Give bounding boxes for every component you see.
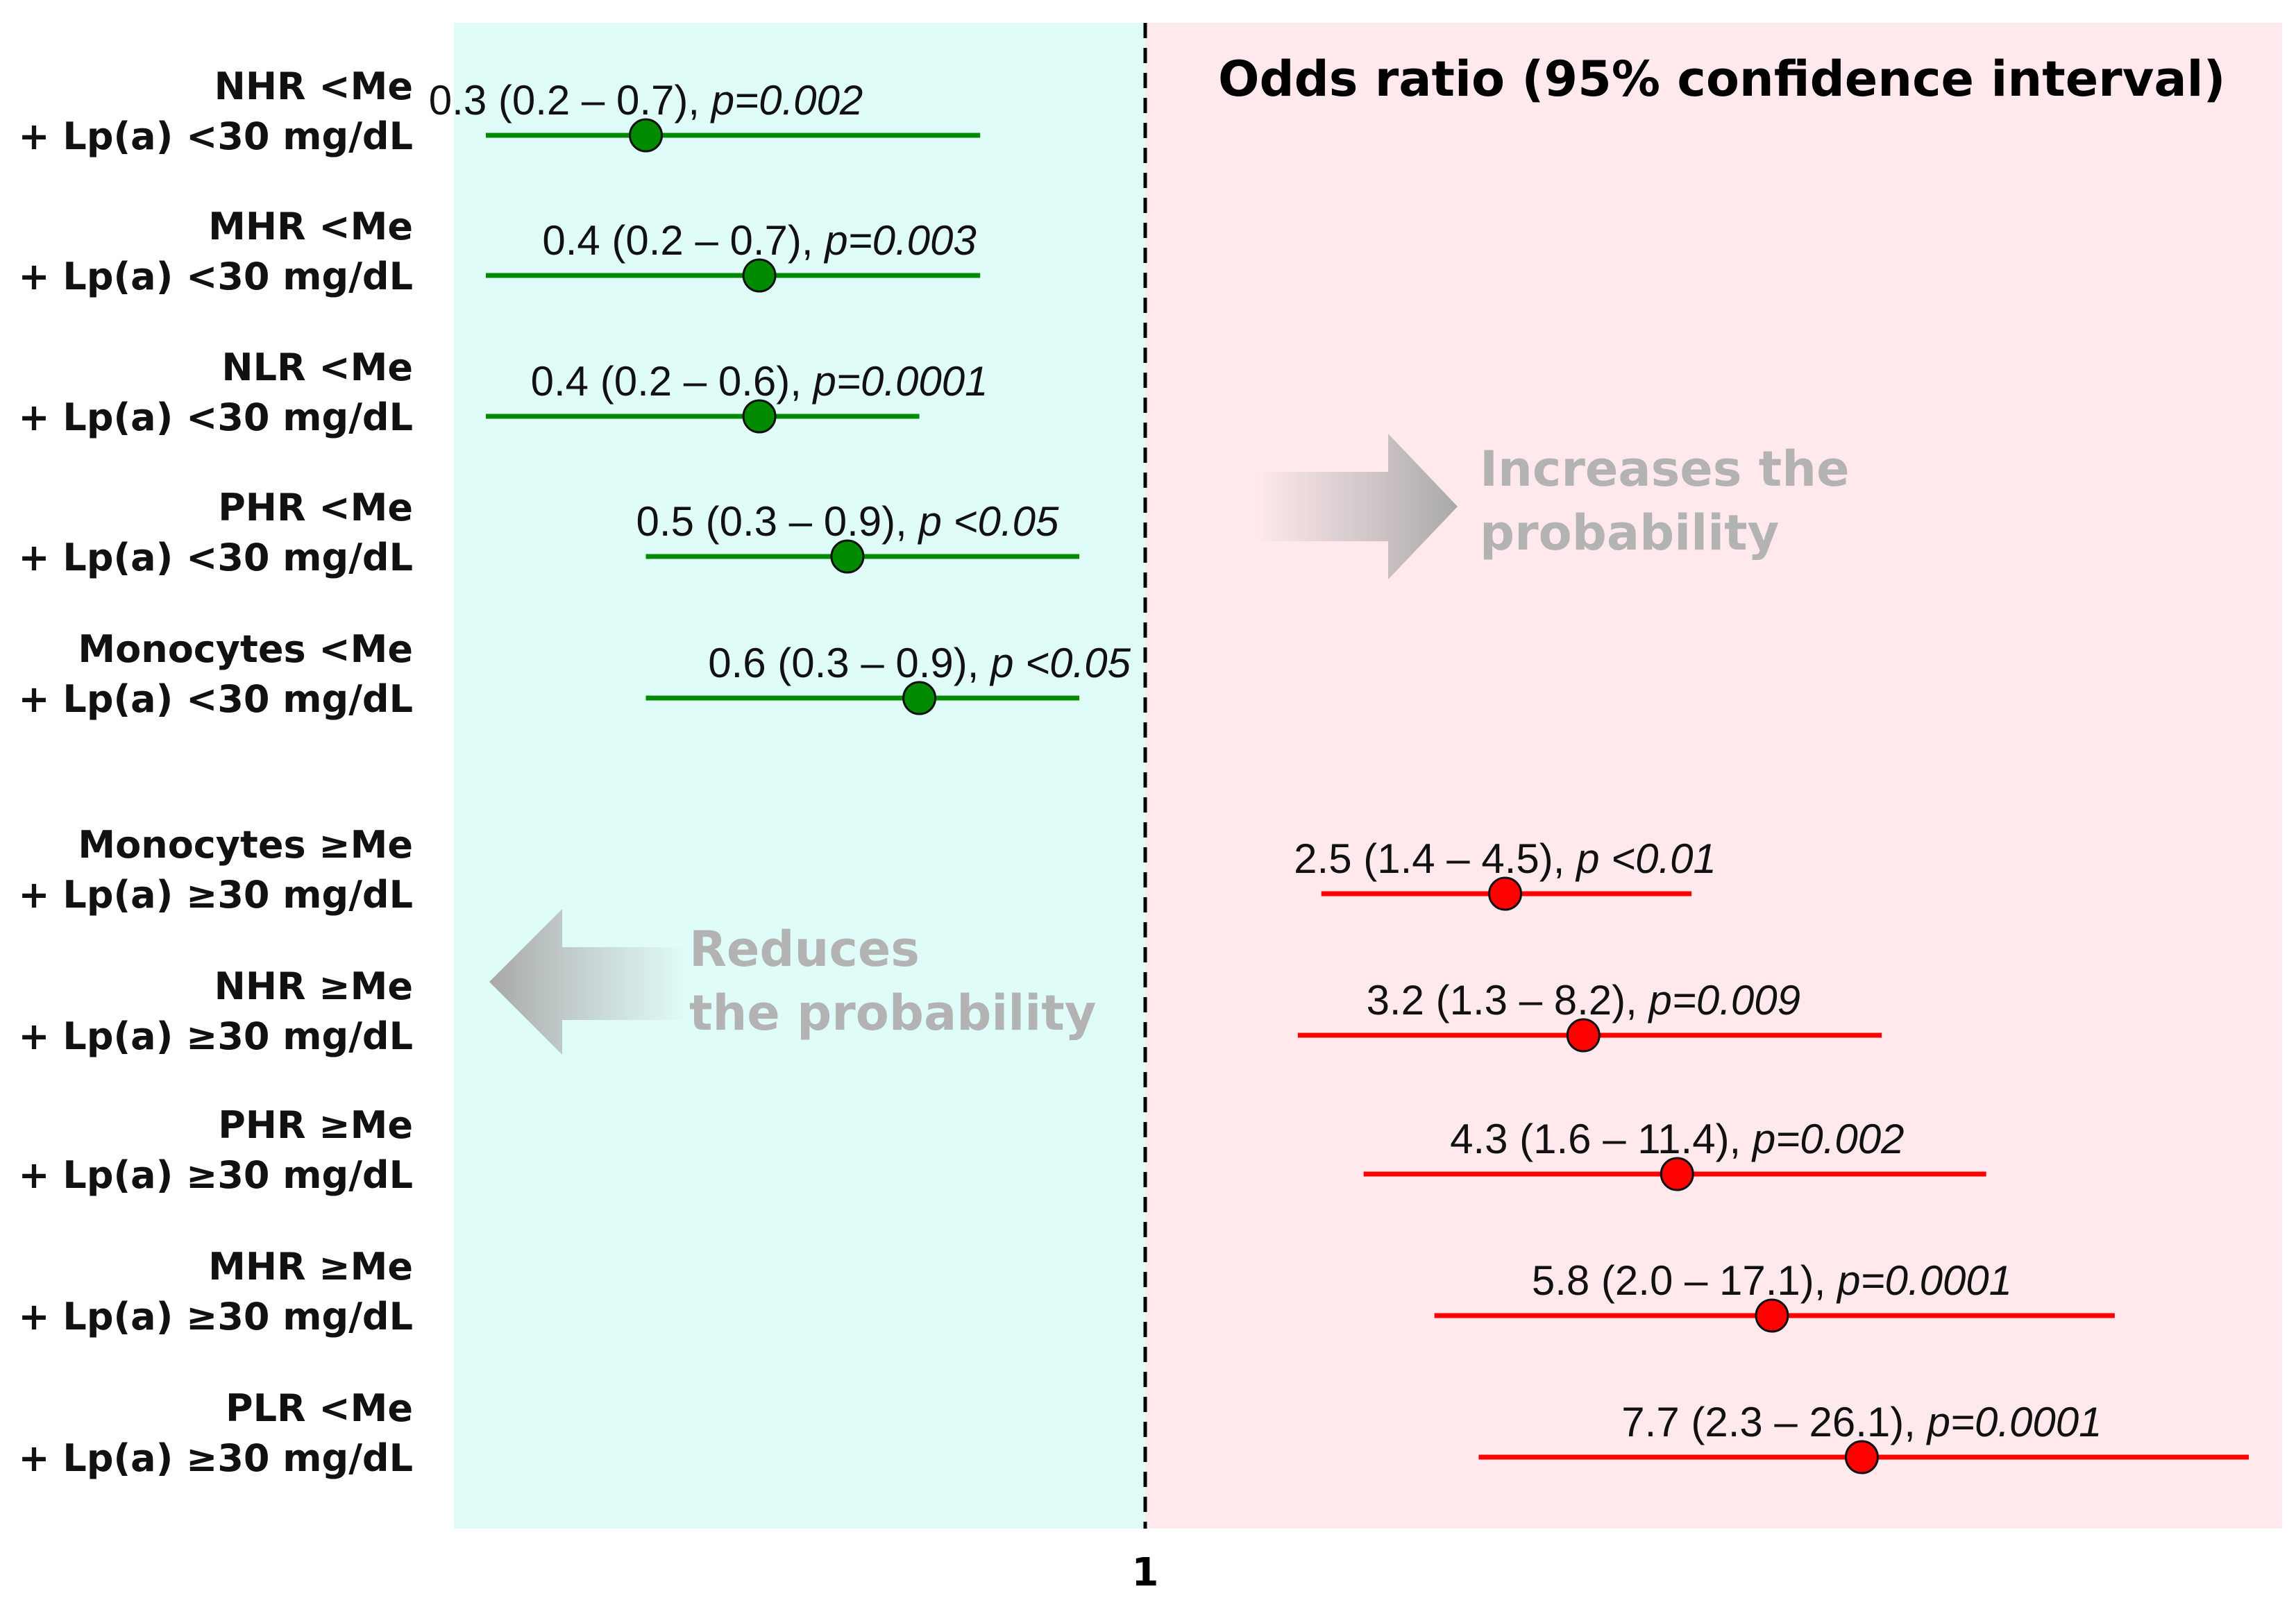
- point-estimate-marker: [902, 681, 937, 715]
- ci-estimate-text: 0.3 (0.2 – 0.7),: [429, 77, 711, 124]
- point-estimate-marker: [1844, 1440, 1879, 1474]
- ci-value-label: 2.5 (1.4 – 4.5), p <0.01: [1294, 835, 1716, 882]
- point-estimate-marker: [742, 399, 777, 434]
- p-value-text: p=0.0001: [812, 358, 988, 405]
- ci-value-label: 0.4 (0.2 – 0.7), p=0.003: [542, 217, 976, 264]
- row-label-line2: + Lp(a) <30 mg/dL: [18, 255, 413, 298]
- forest-row: Monocytes ≥Me + Lp(a) ≥30 mg/dL 2.5 (1.4 –…: [18, 823, 1716, 917]
- forest-row: MHR <Me + Lp(a) <30 mg/dL 0.4 (0.2 – 0.7),…: [18, 205, 981, 298]
- ci-value-label: 7.7 (2.3 – 26.1), p=0.0001: [1621, 1399, 2102, 1445]
- forest-row: MHR ≥Me + Lp(a) ≥30 mg/dL 5.8 (2.0 – 17.1)…: [18, 1245, 2115, 1338]
- increases-hint-line2: probability: [1480, 504, 1779, 561]
- forest-row: Monocytes <Me + Lp(a) <30 mg/dL 0.6 (0.3 –…: [18, 627, 1131, 721]
- row-label-line2: + Lp(a) <30 mg/dL: [18, 114, 413, 158]
- p-value-text: p=0.003: [823, 217, 977, 264]
- row-label-line2: + Lp(a) <30 mg/dL: [18, 396, 413, 439]
- ci-estimate-text: 4.3 (1.6 – 11.4),: [1450, 1116, 1753, 1162]
- row-label-line2: + Lp(a) <30 mg/dL: [18, 677, 413, 721]
- row-label-line1: NHR <Me: [214, 65, 413, 108]
- reference-tick-label: 1: [1132, 1550, 1159, 1595]
- row-label-line1: Monocytes <Me: [78, 627, 413, 671]
- row-label-line2: + Lp(a) ≥30 mg/dL: [18, 873, 413, 917]
- p-value-text: p=0.0001: [1836, 1257, 2012, 1304]
- forest-row: NHR ≥Me + Lp(a) ≥30 mg/dL 3.2 (1.3 – 8.2),…: [18, 964, 1882, 1058]
- p-value-text: p <0.05: [989, 640, 1131, 686]
- ci-value-label: 5.8 (2.0 – 17.1), p=0.0001: [1532, 1257, 2012, 1304]
- p-value-text: p=0.002: [710, 77, 863, 124]
- forest-row: NLR <Me + Lp(a) <30 mg/dL 0.4 (0.2 – 0.6),…: [18, 346, 988, 439]
- point-estimate-marker: [1660, 1157, 1694, 1191]
- arrow-left-icon: [489, 909, 687, 1055]
- ci-value-label: 0.5 (0.3 – 0.9), p <0.05: [636, 498, 1059, 545]
- row-label-line1: PHR <Me: [218, 486, 413, 529]
- increases-hint: Increases the probability: [1256, 434, 1850, 579]
- p-value-text: p=0.002: [1751, 1116, 1905, 1162]
- reduces-hint: Reduces the probability: [489, 909, 1096, 1055]
- point-estimate-marker: [742, 258, 777, 293]
- point-estimate-marker: [1488, 876, 1523, 911]
- row-label-line1: PLR <Me: [226, 1386, 413, 1430]
- point-estimate-marker: [1755, 1298, 1789, 1333]
- forest-row: PHR <Me + Lp(a) <30 mg/dL 0.5 (0.3 – 0.9),…: [18, 486, 1080, 579]
- forest-row: NHR <Me + Lp(a) <30 mg/dL 0.3 (0.2 – 0.7),…: [18, 65, 981, 158]
- p-value-text: p=0.0001: [1926, 1399, 2102, 1445]
- forest-row: PHR ≥Me + Lp(a) ≥30 mg/dL 4.3 (1.6 – 11.4)…: [18, 1103, 1986, 1197]
- ci-estimate-text: 0.4 (0.2 – 0.7),: [542, 217, 825, 264]
- row-label-line1: NHR ≥Me: [214, 964, 413, 1008]
- forest-row: PLR <Me + Lp(a) ≥30 mg/dL 7.7 (2.3 – 26.1)…: [18, 1386, 2249, 1480]
- ci-estimate-text: 2.5 (1.4 – 4.5),: [1294, 835, 1576, 882]
- ci-estimate-text: 5.8 (2.0 – 17.1),: [1532, 1257, 1837, 1304]
- row-label-line2: + Lp(a) <30 mg/dL: [18, 536, 413, 579]
- p-value-text: p <0.05: [917, 498, 1058, 545]
- point-estimate-marker: [1566, 1018, 1601, 1053]
- row-label-line2: + Lp(a) ≥30 mg/dL: [18, 1014, 413, 1058]
- row-label-line1: Monocytes ≥Me: [78, 823, 413, 867]
- ci-value-label: 3.2 (1.3 – 8.2), p=0.009: [1367, 977, 1800, 1023]
- point-estimate-marker: [629, 118, 664, 153]
- row-label-line2: + Lp(a) ≥30 mg/dL: [18, 1295, 413, 1338]
- row-label-line1: PHR ≥Me: [218, 1103, 413, 1147]
- ci-estimate-text: 0.6 (0.3 – 0.9),: [708, 640, 990, 686]
- ci-value-label: 0.4 (0.2 – 0.6), p=0.0001: [531, 358, 988, 405]
- ci-value-label: 0.3 (0.2 – 0.7), p=0.002: [429, 77, 863, 124]
- increases-hint-line1: Increases the: [1480, 441, 1850, 498]
- chart-title: Odds ratio (95% confidence interval): [1218, 51, 2226, 108]
- ci-estimate-text: 3.2 (1.3 – 8.2),: [1367, 977, 1649, 1023]
- ci-estimate-text: 0.4 (0.2 – 0.6),: [531, 358, 813, 405]
- forest-rows: NHR <Me + Lp(a) <30 mg/dL 0.3 (0.2 – 0.7),…: [18, 65, 2249, 1480]
- ci-estimate-text: 7.7 (2.3 – 26.1),: [1621, 1399, 1927, 1445]
- reduces-hint-line2: the probability: [689, 985, 1096, 1042]
- row-label-line1: NLR <Me: [221, 346, 413, 389]
- ci-value-label: 0.6 (0.3 – 0.9), p <0.05: [708, 640, 1131, 686]
- reduces-hint-line1: Reduces: [689, 921, 920, 978]
- point-estimate-marker: [830, 539, 865, 574]
- arrow-right-icon: [1256, 434, 1458, 579]
- p-value-text: p=0.009: [1647, 977, 1800, 1023]
- row-label-line1: MHR <Me: [208, 205, 413, 248]
- row-label-line2: + Lp(a) ≥30 mg/dL: [18, 1436, 413, 1480]
- p-value-text: p <0.01: [1575, 835, 1716, 882]
- risk-panel: [1145, 23, 2282, 1529]
- ci-estimate-text: 0.5 (0.3 – 0.9),: [636, 498, 919, 545]
- row-label-line2: + Lp(a) ≥30 mg/dL: [18, 1153, 413, 1197]
- ci-value-label: 4.3 (1.6 – 11.4), p=0.002: [1450, 1116, 1904, 1162]
- row-label-line1: MHR ≥Me: [208, 1245, 413, 1289]
